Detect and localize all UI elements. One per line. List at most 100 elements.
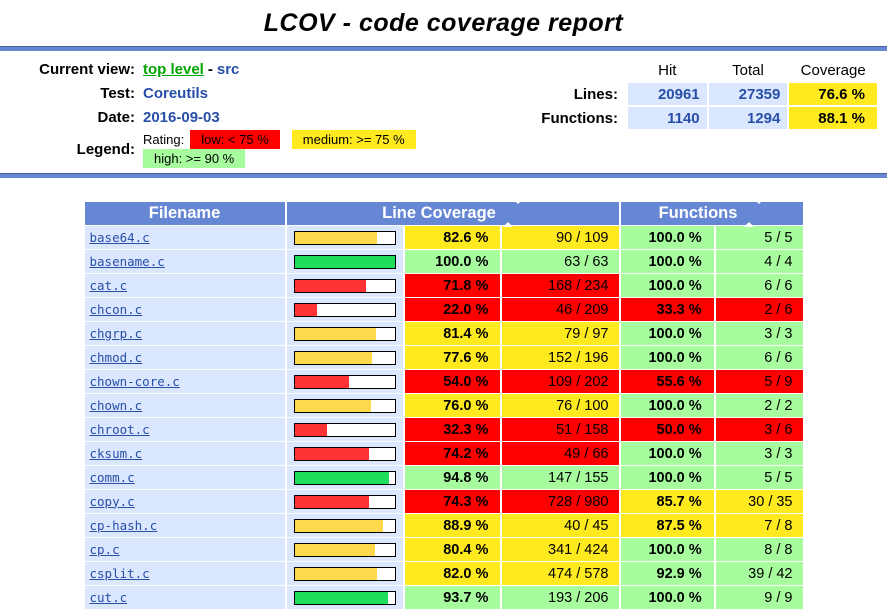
current-view-value: top level - src (142, 57, 538, 81)
line-coverage-percent: 54.0 % (404, 370, 501, 393)
top-level-link[interactable]: top level (143, 60, 204, 78)
line-coverage-percent: 88.9 % (404, 514, 501, 537)
filename-link[interactable]: cp-hash.c (89, 517, 158, 533)
filename-link[interactable]: cksum.c (89, 445, 143, 461)
coverage-bar-cell (286, 346, 403, 369)
summary-col-total: Total (732, 61, 764, 79)
line-coverage-ratio: 76 / 100 (502, 394, 619, 417)
table-row: cksum.c 74.2 % 49 / 66 100.0 % 3 / 3 (84, 442, 803, 465)
file-coverage-table: Filename Line Coverage Functions base64.… (83, 199, 805, 610)
filename-cell: chown-core.c (84, 370, 285, 393)
current-view-label: Current view: (39, 60, 135, 78)
sort-updown-icon[interactable] (744, 199, 765, 228)
filename-link[interactable]: cat.c (89, 277, 128, 293)
function-coverage-ratio: 39 / 42 (715, 562, 803, 585)
filename-link[interactable]: chgrp.c (89, 325, 143, 341)
sort-updown-icon[interactable] (502, 199, 523, 228)
filename-cell: cksum.c (84, 442, 285, 465)
coverage-bar-fill (294, 375, 349, 388)
current-page-name: src (216, 60, 240, 78)
line-coverage-ratio: 79 / 97 (502, 322, 619, 345)
coverage-bar-cell (286, 322, 403, 345)
coverage-bar (293, 518, 396, 533)
line-coverage-ratio: 49 / 66 (502, 442, 619, 465)
lines-total-value: 27359 (708, 83, 788, 105)
coverage-bar-cell (286, 442, 403, 465)
current-view-row: Current view: top level - src (6, 57, 538, 81)
coverage-bar (293, 326, 396, 341)
filename-link[interactable]: chown.c (89, 397, 143, 413)
column-header-line-coverage[interactable]: Line Coverage (286, 199, 619, 228)
table-row: comm.c 94.8 % 147 / 155 100.0 % 5 / 5 (84, 466, 803, 489)
filename-link[interactable]: chown-core.c (89, 373, 180, 389)
legend-items: Rating: low: < 75 % medium: >= 75 % high: >… (142, 129, 538, 169)
functions-label: Functions: (541, 109, 618, 127)
coverage-bar (293, 422, 396, 437)
coverage-bar (293, 590, 396, 605)
filename-link[interactable]: chcon.c (89, 301, 143, 317)
filename-cell: base64.c (84, 226, 285, 249)
line-coverage-ratio: 90 / 109 (502, 226, 619, 249)
line-coverage-percent: 82.0 % (404, 562, 501, 585)
filename-link[interactable]: comm.c (89, 469, 135, 485)
function-coverage-percent: 85.7 % (620, 490, 714, 513)
coverage-bar-cell (286, 586, 403, 609)
horizontal-ruler-top (0, 46, 887, 51)
coverage-bar-cell (286, 250, 403, 273)
filename-link[interactable]: cp.c (89, 541, 120, 557)
legend-label: Legend: (76, 140, 135, 158)
line-coverage-ratio: 147 / 155 (502, 466, 619, 489)
coverage-bar-cell (286, 562, 403, 585)
function-coverage-ratio: 6 / 6 (715, 274, 803, 297)
coverage-bar-fill (294, 471, 390, 484)
summary-col-hit: Hit (658, 61, 677, 79)
filename-link[interactable]: copy.c (89, 493, 135, 509)
function-coverage-ratio: 2 / 6 (715, 298, 803, 321)
coverage-bar (293, 230, 396, 245)
filename-link[interactable]: chroot.c (89, 421, 150, 437)
coverage-bar (293, 542, 396, 557)
filename-cell: chroot.c (84, 418, 285, 441)
filename-link[interactable]: basename.c (89, 253, 165, 269)
legend-low-badge: low: < 75 % (190, 130, 280, 149)
table-row: copy.c 74.3 % 728 / 980 85.7 % 30 / 35 (84, 490, 803, 513)
filename-link[interactable]: cut.c (89, 589, 128, 605)
line-coverage-percent: 80.4 % (404, 538, 501, 561)
function-coverage-ratio: 6 / 6 (715, 346, 803, 369)
table-row: chown-core.c 54.0 % 109 / 202 55.6 % 5 /… (84, 370, 803, 393)
coverage-bar-fill (294, 327, 376, 340)
line-coverage-percent: 76.0 % (404, 394, 501, 417)
filename-link[interactable]: chmod.c (89, 349, 143, 365)
coverage-bar-cell (286, 538, 403, 561)
column-header-functions[interactable]: Functions (620, 199, 803, 228)
column-header-filename[interactable]: Filename (84, 202, 285, 225)
function-coverage-ratio: 30 / 35 (715, 490, 803, 513)
filename-cell: cp-hash.c (84, 514, 285, 537)
coverage-bar-fill (294, 399, 371, 412)
line-coverage-percent: 100.0 % (404, 250, 501, 273)
coverage-bar-cell (286, 394, 403, 417)
table-row: basename.c 100.0 % 63 / 63 100.0 % 4 / 4 (84, 250, 803, 273)
filename-cell: chown.c (84, 394, 285, 417)
line-coverage-percent: 22.0 % (404, 298, 501, 321)
coverage-bar (293, 278, 396, 293)
coverage-bar (293, 470, 396, 485)
coverage-bar (293, 566, 396, 581)
table-row: chmod.c 77.6 % 152 / 196 100.0 % 6 / 6 (84, 346, 803, 369)
line-coverage-ratio: 63 / 63 (502, 250, 619, 273)
coverage-bar (293, 350, 396, 365)
function-coverage-ratio: 5 / 9 (715, 370, 803, 393)
function-coverage-ratio: 3 / 3 (715, 442, 803, 465)
function-coverage-ratio: 9 / 9 (715, 586, 803, 609)
filename-link[interactable]: csplit.c (89, 565, 150, 581)
coverage-bar-fill (294, 303, 317, 316)
filename-cell: cp.c (84, 538, 285, 561)
filename-cell: chgrp.c (84, 322, 285, 345)
line-coverage-ratio: 46 / 209 (502, 298, 619, 321)
function-coverage-percent: 92.9 % (620, 562, 714, 585)
function-coverage-percent: 100.0 % (620, 274, 714, 297)
summary-lines-row: Lines: 20961 27359 76.6 % (540, 83, 877, 105)
line-coverage-ratio: 728 / 980 (502, 490, 619, 513)
coverage-bar-fill (294, 423, 327, 436)
filename-link[interactable]: base64.c (89, 229, 150, 245)
